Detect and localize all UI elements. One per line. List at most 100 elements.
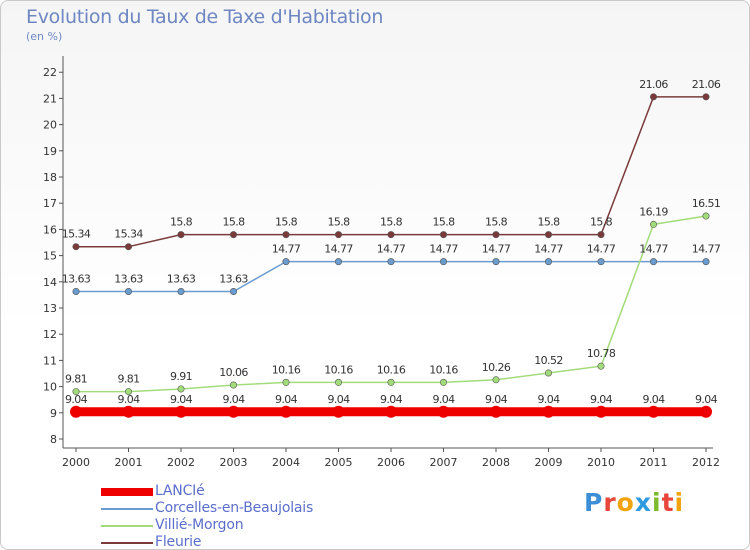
data-point	[597, 258, 605, 266]
y-tick-label: 13	[43, 302, 57, 315]
data-point	[385, 405, 397, 418]
data-point	[387, 378, 395, 386]
data-label: 13.63	[167, 272, 196, 285]
data-point	[122, 405, 135, 418]
legend-label-fleurie: Fleurie	[155, 534, 202, 550]
data-point	[492, 258, 500, 266]
data-point	[439, 258, 447, 266]
data-label: 9.91	[170, 370, 192, 383]
data-point	[649, 220, 657, 228]
data-label: 14.77	[692, 243, 721, 256]
data-label: 14.77	[272, 243, 301, 256]
data-label: 9.04	[695, 393, 718, 406]
data-point	[544, 258, 552, 266]
data-point	[649, 93, 657, 101]
data-label: 15.8	[590, 216, 613, 229]
data-point	[227, 405, 240, 418]
data-label: 9.04	[537, 393, 560, 406]
y-tick-label: 9	[50, 407, 57, 420]
logo-letter: i	[652, 488, 662, 517]
data-label: 9.04	[222, 393, 245, 406]
y-tick-label: 10	[43, 381, 57, 394]
x-tick-label: 2003	[220, 456, 248, 469]
data-label: 14.77	[324, 243, 353, 256]
data-point	[597, 231, 605, 239]
data-label: 9.04	[170, 393, 193, 406]
legend-swatch-fleurie	[101, 542, 153, 544]
data-label: 21.06	[639, 78, 668, 91]
data-label: 16.51	[692, 197, 721, 210]
data-point	[439, 378, 447, 386]
data-point	[492, 231, 500, 239]
data-label: 15.8	[170, 216, 193, 229]
legend-label-corcelles: Corcelles-en-Beaujolais	[155, 500, 314, 516]
y-tick-label: 21	[43, 92, 57, 105]
data-label: 9.81	[117, 373, 139, 386]
data-point	[72, 388, 80, 396]
data-label: 9.04	[590, 393, 613, 406]
data-label: 9.04	[642, 393, 665, 406]
data-point	[492, 376, 500, 384]
data-label: 14.77	[534, 243, 563, 256]
data-point	[647, 405, 660, 418]
y-tick-label: 15	[43, 250, 57, 263]
data-label: 15.8	[485, 216, 508, 229]
data-point	[72, 243, 80, 251]
data-label: 9.04	[275, 393, 298, 406]
data-point	[702, 212, 710, 220]
logo-letter: i	[674, 488, 685, 517]
data-point	[230, 231, 238, 239]
logo-letter: P	[584, 488, 604, 517]
data-point	[542, 405, 555, 418]
y-tick-label: 8	[50, 433, 57, 446]
data-label: 9.04	[485, 393, 508, 406]
data-point	[387, 258, 395, 266]
data-point	[387, 231, 395, 239]
data-point	[282, 231, 290, 239]
data-label: 15.8	[327, 216, 350, 229]
data-point	[702, 258, 710, 266]
y-tick-label: 19	[43, 145, 57, 158]
data-label: 14.77	[482, 243, 511, 256]
data-point	[230, 287, 238, 295]
data-point	[597, 362, 605, 370]
legend-swatch-corcelles	[101, 508, 153, 510]
y-tick-label: 12	[43, 328, 57, 341]
data-label: 10.16	[324, 363, 353, 376]
data-point	[175, 405, 187, 418]
data-point	[700, 405, 712, 418]
data-point	[595, 405, 607, 418]
data-point	[334, 378, 342, 386]
x-tick-label: 2010	[587, 456, 615, 469]
data-point	[544, 369, 552, 377]
y-tick-label: 14	[43, 276, 57, 289]
x-tick-label: 2012	[692, 456, 720, 469]
data-label: 9.81	[65, 373, 87, 386]
data-label: 10.16	[429, 363, 458, 376]
data-point	[230, 381, 238, 389]
legend-swatch-villie-morgon	[101, 525, 153, 527]
x-tick-label: 2004	[272, 456, 300, 469]
data-point	[702, 93, 710, 101]
x-tick-label: 2001	[115, 456, 143, 469]
data-label: 14.77	[587, 243, 616, 256]
data-point	[72, 287, 80, 295]
data-label: 9.04	[432, 393, 455, 406]
data-point	[70, 405, 82, 418]
data-label: 21.06	[692, 78, 721, 91]
data-label: 15.34	[62, 228, 91, 241]
data-label: 15.8	[222, 216, 245, 229]
x-tick-label: 2002	[167, 456, 195, 469]
data-point	[334, 258, 342, 266]
data-point	[544, 231, 552, 239]
y-tick-label: 22	[43, 66, 57, 79]
logo-letter: x	[634, 488, 652, 517]
data-label: 9.04	[117, 393, 140, 406]
data-label: 10.26	[482, 361, 511, 374]
data-point	[334, 231, 342, 239]
y-tick-label: 20	[43, 119, 57, 132]
legend-label-villie-morgon: Villié-Morgon	[155, 517, 244, 533]
data-point	[282, 258, 290, 266]
data-label: 10.78	[587, 347, 616, 360]
data-point	[125, 287, 133, 295]
